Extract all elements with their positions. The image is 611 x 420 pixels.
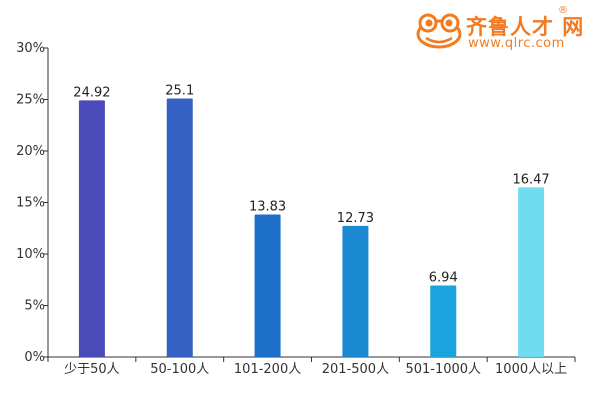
bar	[430, 285, 457, 357]
bar-value-label: 6.94	[429, 271, 458, 286]
y-tick-label: 25%	[16, 93, 45, 108]
bar	[254, 214, 281, 357]
x-tick-label: 201-500人	[322, 362, 389, 377]
y-tick-label: 20%	[16, 144, 45, 159]
data-labels: 24.92 25.1 13.83 12.73 6.94 16.47	[73, 83, 549, 285]
x-tick-label: 501-1000人	[405, 362, 481, 377]
bars	[78, 98, 545, 357]
logo-url: www.qlrc.com	[468, 36, 565, 51]
bar-value-label: 25.1	[165, 83, 194, 98]
bar	[78, 100, 105, 357]
x-tick-label: 101-200人	[234, 362, 301, 377]
bar-value-label: 13.83	[249, 200, 286, 215]
y-tick-label: 30%	[16, 41, 45, 56]
bar	[518, 187, 545, 357]
x-tick-label: 50-100人	[150, 362, 209, 377]
x-tick-label: 少于50人	[64, 362, 120, 377]
y-axis: 0% 5% 10% 15% 20% 25% 30%	[16, 41, 49, 365]
frog-logo-icon	[416, 13, 462, 49]
y-tick-label: 15%	[16, 196, 45, 211]
bar-value-label: 24.92	[73, 85, 110, 100]
brand-logo: 齐鲁人才 网 ® www.qlrc.com	[416, 5, 596, 52]
y-tick-label: 0%	[24, 350, 45, 365]
x-tick-label: 1000人以上	[495, 362, 567, 377]
y-tick-label: 10%	[16, 247, 45, 262]
registered-mark: ®	[558, 5, 568, 16]
bar-value-label: 16.47	[512, 172, 549, 187]
bar	[166, 98, 193, 357]
bar-value-label: 12.73	[337, 211, 374, 226]
y-tick-label: 5%	[24, 299, 45, 314]
logo-name: 齐鲁人才 网	[466, 15, 585, 39]
x-axis: 少于50人 50-100人 101-200人 201-500人 501-1000人 100…	[47, 356, 576, 377]
bar	[342, 225, 369, 357]
